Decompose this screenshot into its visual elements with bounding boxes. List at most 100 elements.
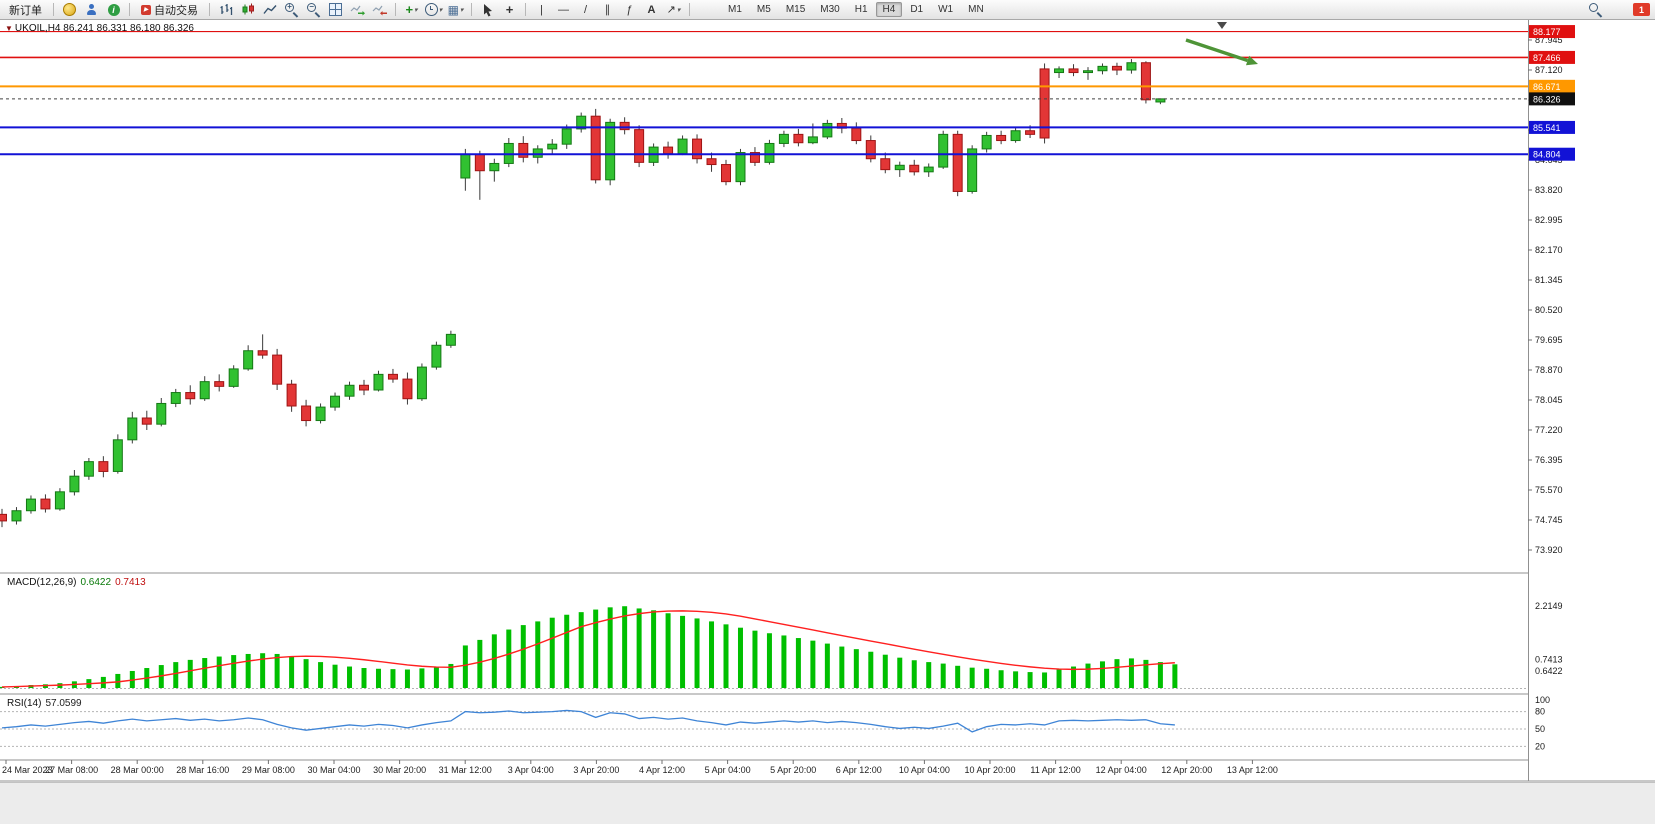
- candle: [54, 491, 65, 510]
- rsi-scale: 100 80 50 20: [1535, 695, 1550, 751]
- price-line-objects[interactable]: [0, 30, 1528, 156]
- candle: [909, 164, 920, 173]
- svg-text:28 Mar 16:00: 28 Mar 16:00: [176, 765, 229, 775]
- timeframe-MN-button[interactable]: MN: [961, 2, 991, 17]
- macd-name: MACD(12,26,9): [7, 577, 77, 588]
- deposit-icon[interactable]: [60, 2, 79, 18]
- candle: [605, 121, 616, 181]
- candle: [967, 148, 978, 192]
- svg-text:82.995: 82.995: [1535, 215, 1563, 225]
- search-icon[interactable]: [1586, 2, 1605, 18]
- svg-text:10 Apr 20:00: 10 Apr 20:00: [964, 765, 1015, 775]
- add-indicator-icon[interactable]: + ▾: [405, 2, 418, 17]
- trend-arrow-annotation[interactable]: [1185, 38, 1249, 63]
- candlesticks: [0, 59, 1166, 528]
- svg-text:83.820: 83.820: [1535, 185, 1563, 195]
- tile-windows-icon[interactable]: [326, 2, 345, 18]
- candle: [561, 128, 572, 145]
- candle: [1083, 70, 1093, 74]
- equidistant-channel-icon[interactable]: ∥: [604, 4, 611, 16]
- svg-text:86.326: 86.326: [1533, 94, 1561, 104]
- line-chart-icon[interactable]: [260, 2, 279, 18]
- trendline-icon[interactable]: /: [583, 3, 588, 16]
- toolbar-separator: [129, 3, 130, 16]
- timeframe-H4-button[interactable]: H4: [875, 2, 903, 17]
- price-label-box: [1529, 120, 1575, 134]
- chart-canvas[interactable]: 87.94587.12086.29585.47084.64583.82082.9…: [0, 20, 1655, 782]
- fibonacci-icon[interactable]: ƒ: [626, 3, 633, 16]
- price-label-box: [1529, 147, 1575, 161]
- timeframe-toolbar: M1 M5 M15 M30 H1 H4 D1 W1 MN: [721, 2, 991, 17]
- templates-icon[interactable]: ▦ ▾: [447, 2, 464, 17]
- candle: [1097, 65, 1108, 72]
- chart-shift-icon[interactable]: [370, 2, 389, 18]
- rsi-indicator-label: RSI(14) 57.0599: [7, 698, 82, 709]
- svg-text:85.541: 85.541: [1533, 123, 1561, 133]
- svg-text:74.745: 74.745: [1535, 515, 1563, 525]
- crosshair-icon[interactable]: +: [505, 2, 514, 17]
- candle: [127, 417, 138, 441]
- candle: [185, 392, 196, 400]
- svg-text:12 Apr 04:00: 12 Apr 04:00: [1096, 765, 1147, 775]
- timeframe-M1-button[interactable]: M1: [721, 2, 749, 17]
- svg-text:84.804: 84.804: [1533, 150, 1561, 160]
- text-label-icon[interactable]: A: [647, 3, 656, 16]
- cursor-icon[interactable]: [478, 2, 497, 18]
- bar-chart-icon[interactable]: [216, 2, 235, 18]
- candle: [634, 129, 645, 163]
- candle: [286, 383, 297, 407]
- svg-text:87.466: 87.466: [1533, 53, 1561, 63]
- candlestick-chart-icon[interactable]: [238, 2, 257, 18]
- timeframe-D1-button[interactable]: D1: [903, 2, 930, 17]
- candle: [373, 373, 384, 391]
- auto-trading-status-icon: [141, 4, 151, 15]
- candle: [1039, 68, 1050, 139]
- candle: [793, 133, 804, 144]
- timeframe-H1-button[interactable]: H1: [848, 2, 875, 17]
- candle: [1054, 68, 1065, 74]
- candle: [416, 366, 427, 400]
- svg-text:75.570: 75.570: [1535, 485, 1563, 495]
- toolbar-separator: [395, 3, 396, 16]
- candle: [894, 164, 905, 171]
- chart-window[interactable]: 87.94587.12086.29585.47084.64583.82082.9…: [0, 0, 1655, 782]
- svg-text:3 Apr 20:00: 3 Apr 20:00: [573, 765, 619, 775]
- svg-text:2.2149: 2.2149: [1535, 601, 1563, 611]
- zoom-out-icon[interactable]: −: [304, 2, 323, 18]
- new-order-label: 新订单: [9, 4, 42, 17]
- candle: [141, 417, 152, 425]
- candle: [359, 384, 369, 391]
- candle: [83, 461, 94, 477]
- candle: [677, 138, 688, 155]
- candle: [301, 405, 312, 422]
- candle: [1126, 62, 1137, 71]
- zoom-in-icon[interactable]: +: [282, 2, 301, 18]
- chart-shift-marker-icon[interactable]: [1217, 22, 1227, 29]
- timeframe-M15-button[interactable]: M15: [779, 2, 812, 17]
- symbol-period-label: UKOIL,H4: [14, 23, 61, 34]
- support-icon[interactable]: [104, 2, 123, 18]
- candle: [344, 384, 355, 397]
- vertical-line-icon[interactable]: |: [540, 3, 543, 16]
- auto-scroll-icon[interactable]: [348, 2, 367, 18]
- timeframe-M30-button[interactable]: M30: [813, 2, 846, 17]
- auto-trading-button[interactable]: 自动交易: [136, 1, 203, 19]
- rsi-line: [1, 709, 1175, 733]
- arrows-tool-icon[interactable]: ↗ ▾: [666, 4, 681, 16]
- svg-text:77.220: 77.220: [1535, 425, 1563, 435]
- notification-badge[interactable]: 1: [1633, 3, 1650, 16]
- timeframe-W1-button[interactable]: W1: [931, 2, 960, 17]
- period-selector-icon[interactable]: ▾: [424, 2, 443, 18]
- new-order-button[interactable]: 新订单: [4, 1, 47, 19]
- horizontal-line-icon[interactable]: —: [558, 3, 569, 16]
- svg-text:73.920: 73.920: [1535, 545, 1563, 555]
- accounts-icon[interactable]: [82, 2, 101, 18]
- svg-text:24 Mar 2023: 24 Mar 2023: [2, 765, 53, 775]
- candle: [40, 498, 51, 510]
- annotations[interactable]: [1185, 22, 1258, 66]
- price-scale[interactable]: 87.94587.12086.29585.47084.64583.82082.9…: [1528, 25, 1575, 555]
- timeframe-M5-button[interactable]: M5: [750, 2, 778, 17]
- candle: [228, 368, 239, 387]
